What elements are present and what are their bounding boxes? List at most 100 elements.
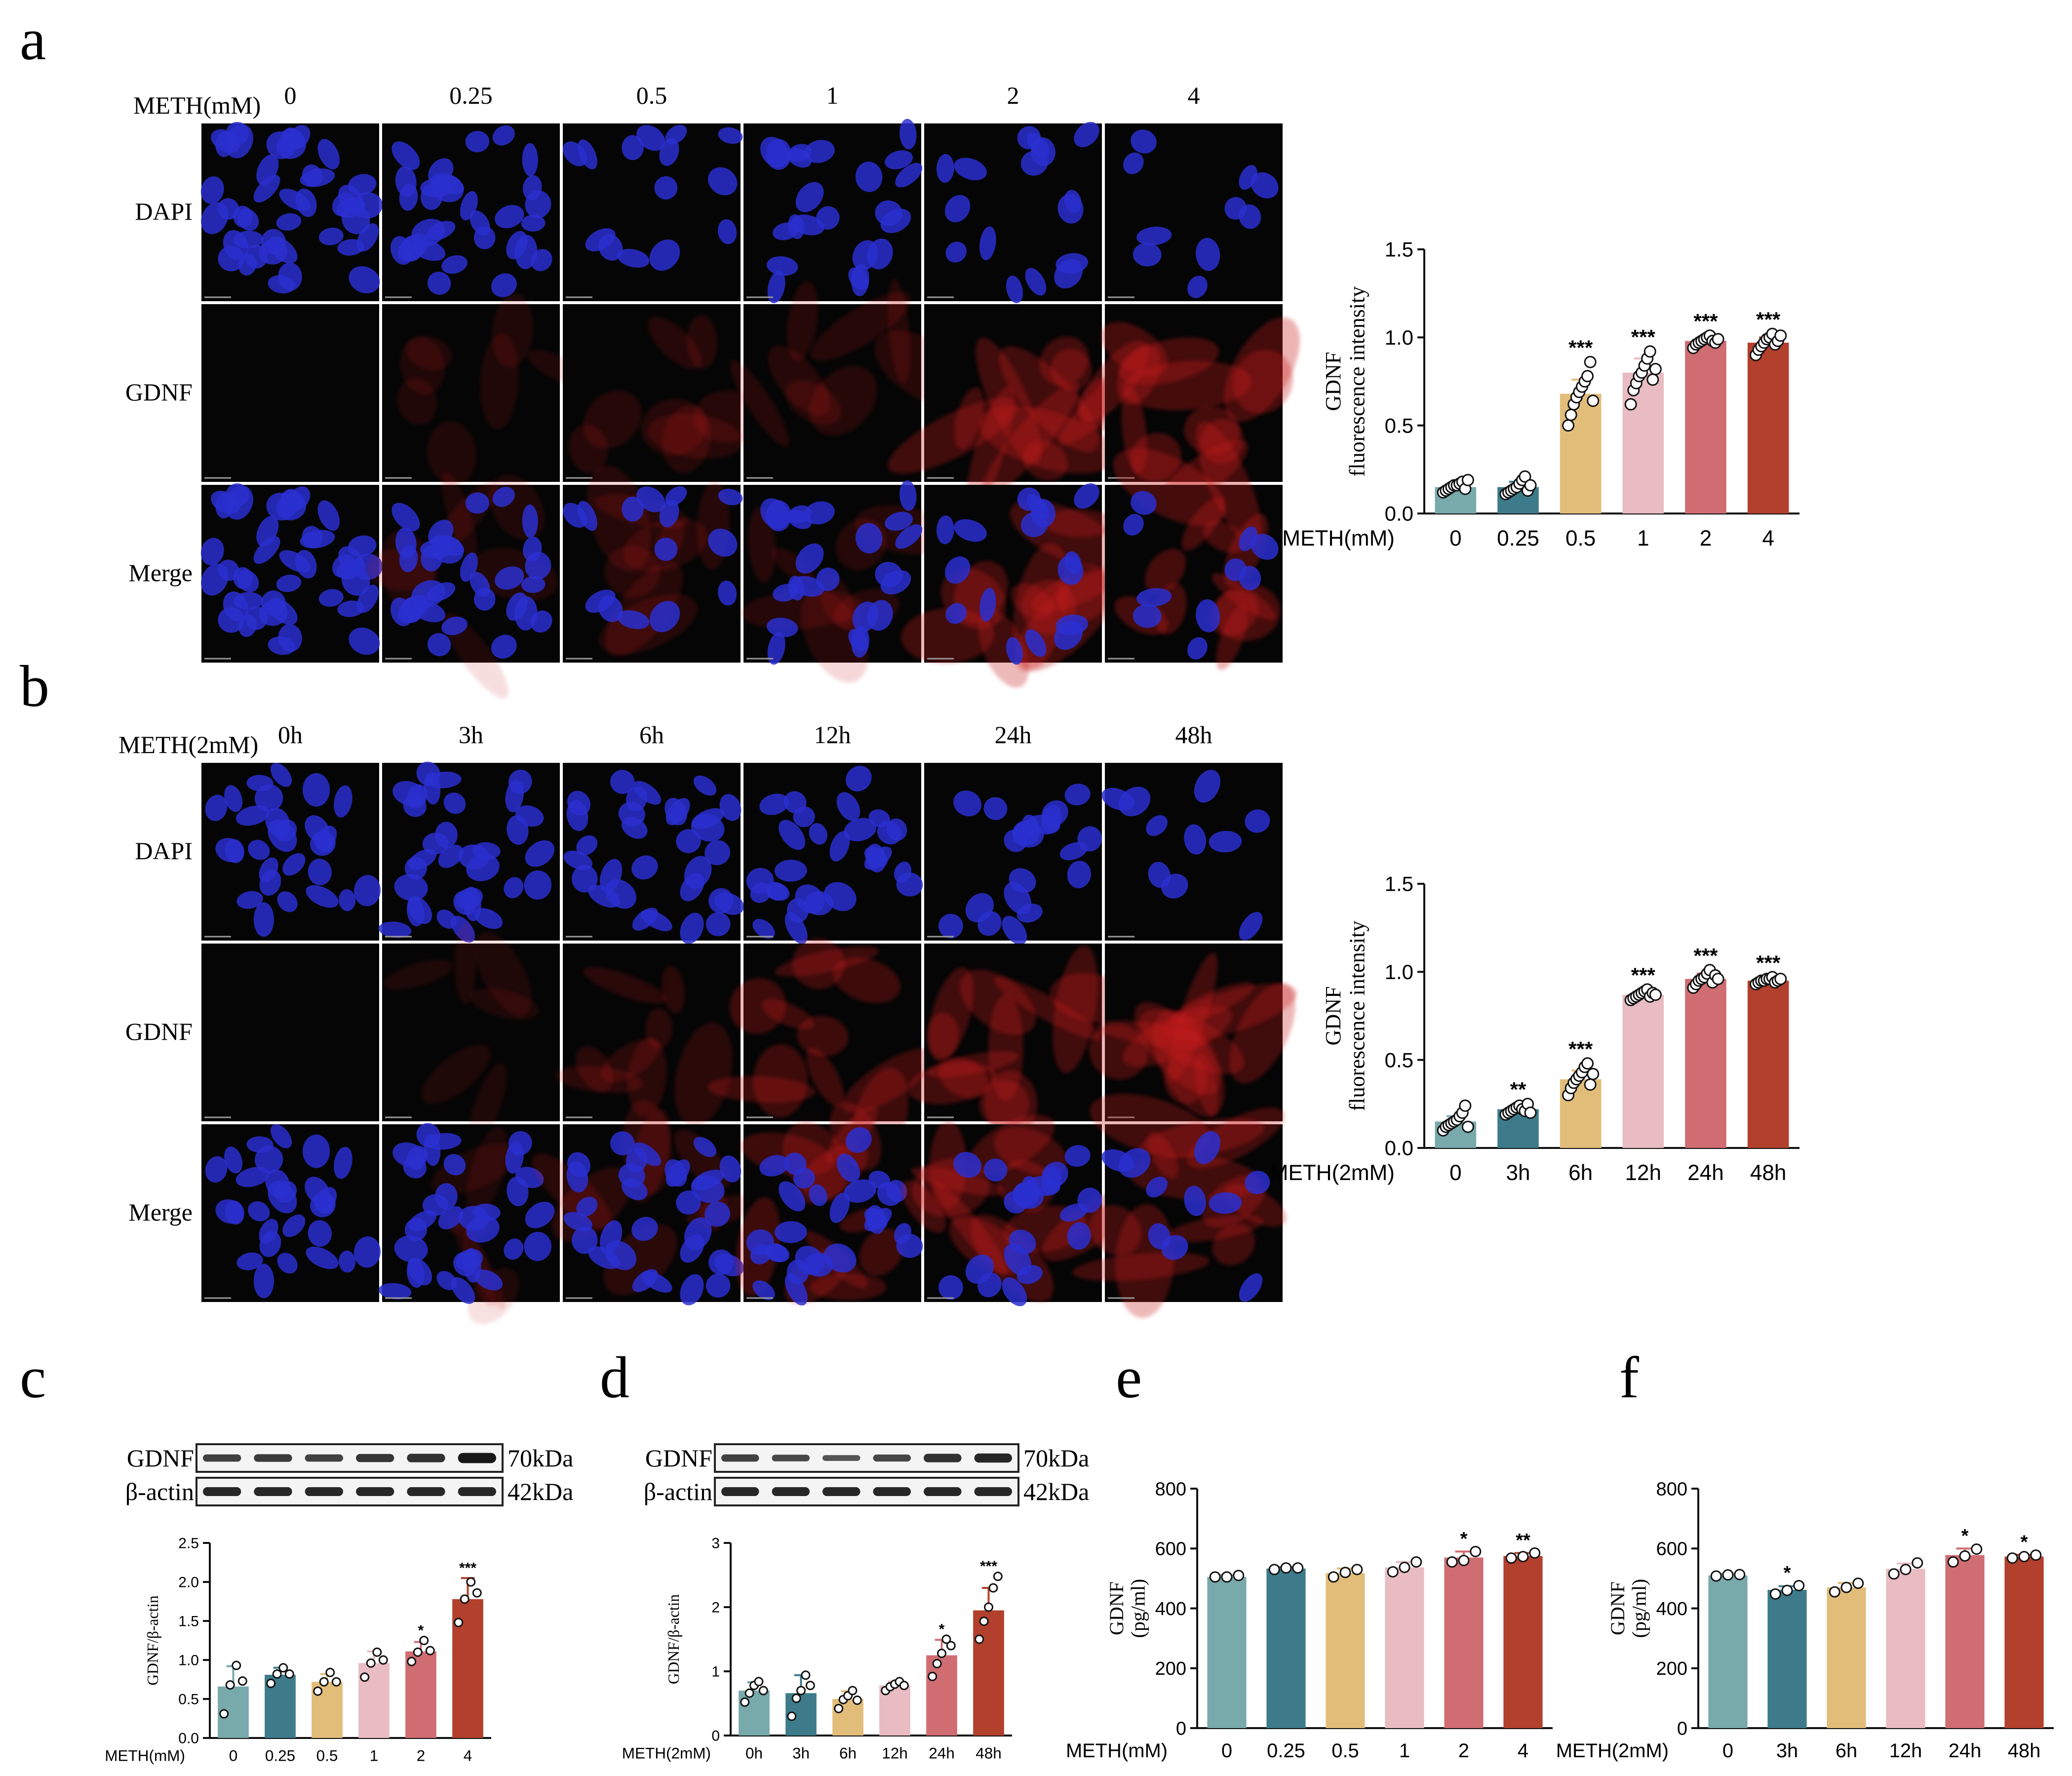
x-tick-label: 0.25	[1497, 526, 1539, 551]
x-tick-label: 24h	[1687, 1161, 1724, 1185]
significance-marker: ***	[980, 1558, 997, 1575]
y-axis-label: fluorescence intensity	[1345, 286, 1369, 477]
significance-marker: *	[1460, 1529, 1468, 1549]
data-point	[1446, 1556, 1458, 1568]
bar	[1747, 343, 1789, 513]
panel-letter-b: b	[20, 653, 49, 719]
x-tick-label: 4	[464, 1747, 472, 1765]
data-point	[852, 1696, 862, 1705]
data-point	[1710, 1570, 1722, 1582]
data-point	[899, 1681, 909, 1691]
micro-a-tile	[200, 121, 383, 301]
micro-b-tile	[201, 944, 379, 1121]
data-point	[425, 1646, 435, 1656]
data-point	[796, 1686, 806, 1696]
y-axis-label: GDNF/β-actin	[144, 1595, 161, 1685]
micro-a-tile	[563, 123, 743, 301]
blot-protein-label: GDNF	[127, 1444, 194, 1472]
micro-a-condition-label: METH(mM)	[133, 91, 261, 119]
data-point	[984, 1602, 993, 1612]
blot-band	[924, 1487, 962, 1496]
x-tick-label: 24h	[929, 1744, 955, 1762]
significance-marker: **	[1516, 1530, 1530, 1551]
significance-marker: ***	[1756, 951, 1781, 974]
x-tick-label: 3h	[1506, 1161, 1530, 1185]
x-tick-label: 48h	[1750, 1161, 1787, 1185]
data-point	[1470, 1545, 1482, 1557]
data-point	[1971, 1543, 1983, 1555]
data-point	[1529, 1547, 1541, 1559]
micro-b-row-label: Merge	[128, 1198, 193, 1226]
bar	[1708, 1575, 1748, 1728]
x-tick-label: 3h	[1776, 1740, 1798, 1762]
bar	[1207, 1577, 1247, 1728]
x-tick-label: 0	[229, 1747, 238, 1765]
blot-protein-label: GDNF	[645, 1444, 712, 1472]
data-point	[272, 1669, 282, 1679]
bar	[926, 1655, 957, 1736]
micro-b-row-label: DAPI	[135, 837, 193, 865]
micro-b-row-label: GDNF	[125, 1018, 193, 1045]
panel-letter-e: e	[1116, 1344, 1142, 1410]
blot-band	[721, 1487, 759, 1496]
micro-a-tile	[382, 123, 560, 301]
data-point	[740, 1697, 750, 1707]
micro-a-tile	[743, 118, 923, 304]
data-point	[2030, 1549, 2042, 1561]
x-axis-label: METH(mM)	[105, 1747, 185, 1765]
blot-strip	[714, 1443, 1019, 1473]
data-point	[801, 1670, 811, 1680]
x-tick-label: 1	[1399, 1740, 1410, 1762]
data-point	[372, 1647, 382, 1657]
x-tick-label: 2	[1700, 526, 1712, 551]
data-point	[758, 1686, 768, 1696]
y-tick-label: 0.5	[1385, 1048, 1413, 1071]
significance-marker: ***	[1631, 963, 1656, 987]
y-tick-label: 0	[711, 1728, 720, 1744]
data-point	[1734, 1569, 1746, 1580]
data-point	[1643, 345, 1656, 358]
y-tick-label: 600	[1155, 1539, 1186, 1560]
blot-band	[822, 1455, 860, 1461]
micro-a-column-label: 4	[1188, 81, 1200, 109]
x-tick-label: 4	[1518, 1740, 1528, 1762]
x-tick-label: 6h	[839, 1744, 857, 1762]
bar	[1266, 1568, 1306, 1728]
y-tick-label: 3	[711, 1536, 720, 1552]
micro-b-tile	[707, 938, 935, 1171]
x-tick-label: 3h	[792, 1744, 810, 1762]
micro-a-column-label: 0	[284, 81, 297, 109]
data-point	[1649, 363, 1662, 376]
blot-band	[772, 1455, 810, 1461]
data-point	[1339, 1567, 1351, 1579]
micro-a-tile	[888, 304, 1164, 513]
bar	[1326, 1573, 1365, 1728]
bar	[1622, 994, 1664, 1148]
data-point	[1461, 474, 1474, 486]
data-point	[1524, 479, 1537, 492]
data-point	[975, 1634, 984, 1644]
y-tick-label: 0	[1677, 1718, 1687, 1739]
data-point	[1328, 1571, 1339, 1583]
micro-b-tile	[736, 1102, 923, 1306]
x-tick-label: 0.5	[1565, 526, 1596, 551]
bar	[1444, 1557, 1484, 1728]
micro-b-tile	[201, 1124, 381, 1302]
blot-size-label: 70kDa	[1023, 1444, 1089, 1472]
data-point	[1292, 1562, 1304, 1574]
data-point	[278, 1663, 288, 1673]
micro-b-tile	[555, 944, 741, 1127]
data-point	[1646, 373, 1659, 386]
y-axis-label: fluorescence intensity	[1345, 921, 1369, 1111]
data-point	[1722, 1569, 1734, 1581]
blot-band	[873, 1454, 911, 1462]
microscopy-grid-a: METH(mM) 0 0.25 0.5 1 2 4 DAPI GDNF Merge	[125, 81, 1300, 699]
x-tick-label: 0	[1221, 1740, 1232, 1762]
data-point	[787, 1711, 797, 1721]
y-tick-label: 0.5	[1385, 414, 1413, 437]
bar-chart-c: 0.0 0.5 1.0 1.5 2.0 2.5 GDNF/β-actin METH(mM) 0 0…	[105, 1536, 491, 1765]
x-tick-label: 0	[1722, 1740, 1733, 1762]
data-point	[1209, 1571, 1221, 1583]
data-point	[1829, 1586, 1840, 1598]
data-point	[1280, 1562, 1292, 1574]
